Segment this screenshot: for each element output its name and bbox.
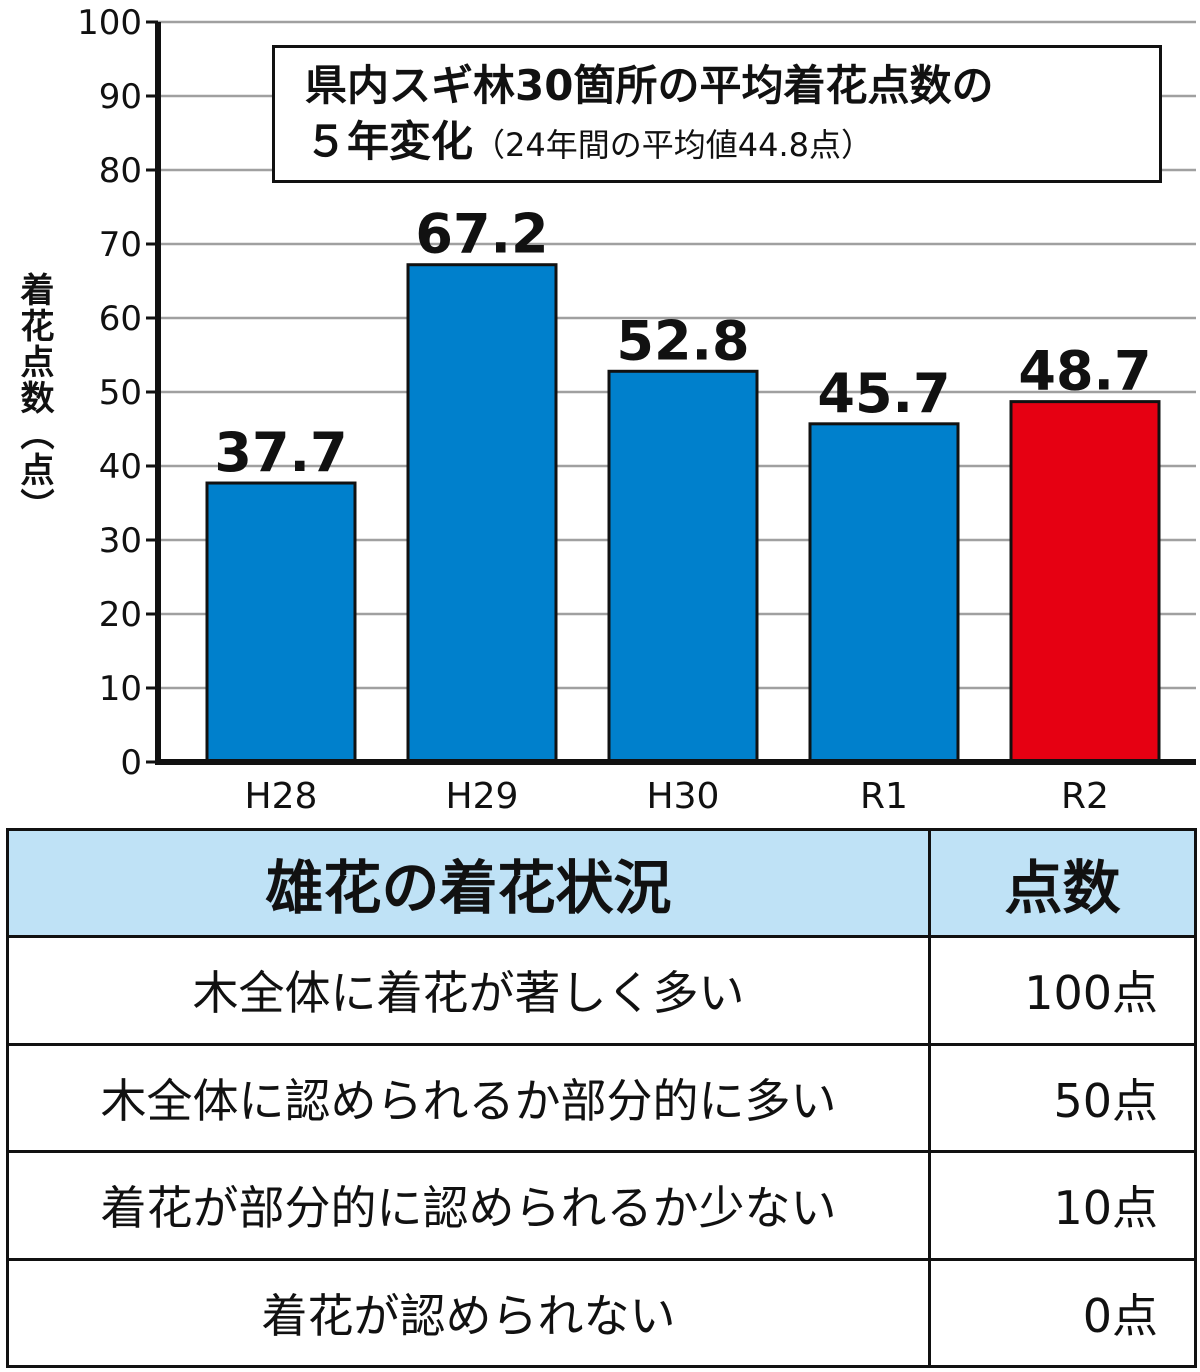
y-tick-label: 50 [99, 373, 142, 413]
chart-title-box: 県内スギ林30箇所の平均着花点数の ５年変化（24年間の平均値44.8点） [272, 45, 1162, 183]
table-row: 木全体に認められるか部分的に多い 50点 [6, 1042, 1197, 1153]
row-status: 着花が部分的に認められるか少ない [6, 1150, 931, 1261]
chart-title: 県内スギ林30箇所の平均着花点数の [305, 61, 994, 110]
x-tick-label: H29 [446, 776, 519, 817]
row-points: 100点 [928, 935, 1197, 1046]
y-tick-label: 60 [99, 299, 142, 339]
data-label: 67.2 [415, 203, 548, 266]
x-tick-label: R2 [1061, 776, 1109, 817]
header-points: 点数 [928, 828, 1197, 938]
data-label: 52.8 [616, 309, 749, 372]
bar-H28 [205, 481, 357, 764]
y-tick-label: 100 [77, 3, 142, 43]
x-tick-label: R1 [860, 776, 908, 817]
y-tick-label: 90 [99, 77, 142, 117]
bar-R1 [808, 422, 960, 764]
row-points: 50点 [928, 1042, 1197, 1153]
bar-H30 [607, 369, 759, 764]
y-tick-label: 30 [99, 521, 142, 561]
y-tick-label: 10 [99, 669, 142, 709]
table-row: 着花が部分的に認められるか少ない 10点 [6, 1150, 1197, 1261]
table-header-row: 雄花の着花状況 点数 [6, 828, 1197, 938]
bar-R2 [1009, 400, 1161, 764]
row-points: 0点 [928, 1257, 1197, 1368]
table-row: 着花が認められない 0点 [6, 1257, 1197, 1368]
row-status: 着花が認められない [6, 1257, 931, 1368]
y-tick-label: 70 [99, 225, 142, 265]
bar-chart: 0 10 20 30 40 50 60 70 80 90 100 37.7 H28 67.2 H29 52.8… [14, 3, 1196, 817]
y-tick-label: 80 [99, 151, 142, 191]
y-tick-label: 0 [120, 743, 142, 783]
table-row: 木全体に着花が著しく多い 100点 [6, 935, 1197, 1046]
data-label: 37.7 [214, 421, 347, 484]
row-status: 木全体に認められるか部分的に多い [6, 1042, 931, 1153]
y-axis-label: 着花点数（点） [14, 272, 54, 524]
score-table: 雄花の着花状況 点数 木全体に着花が著しく多い 100点 木全体に認められるか部… [6, 828, 1197, 1368]
data-label: 48.7 [1018, 340, 1151, 403]
row-points: 10点 [928, 1150, 1197, 1261]
y-tick-label: 20 [99, 595, 142, 635]
header-status: 雄花の着花状況 [6, 828, 931, 938]
chart-subtitle: （24年間の平均値44.8点） [473, 126, 873, 164]
y-tick-label: 40 [99, 447, 142, 487]
x-tick-label: H28 [245, 776, 318, 817]
row-status: 木全体に着花が著しく多い [6, 935, 931, 1046]
bar-H29 [406, 263, 558, 764]
x-tick-label: H30 [647, 776, 720, 817]
chart-title-line2: ５年変化 [305, 117, 474, 166]
data-label: 45.7 [817, 362, 950, 425]
